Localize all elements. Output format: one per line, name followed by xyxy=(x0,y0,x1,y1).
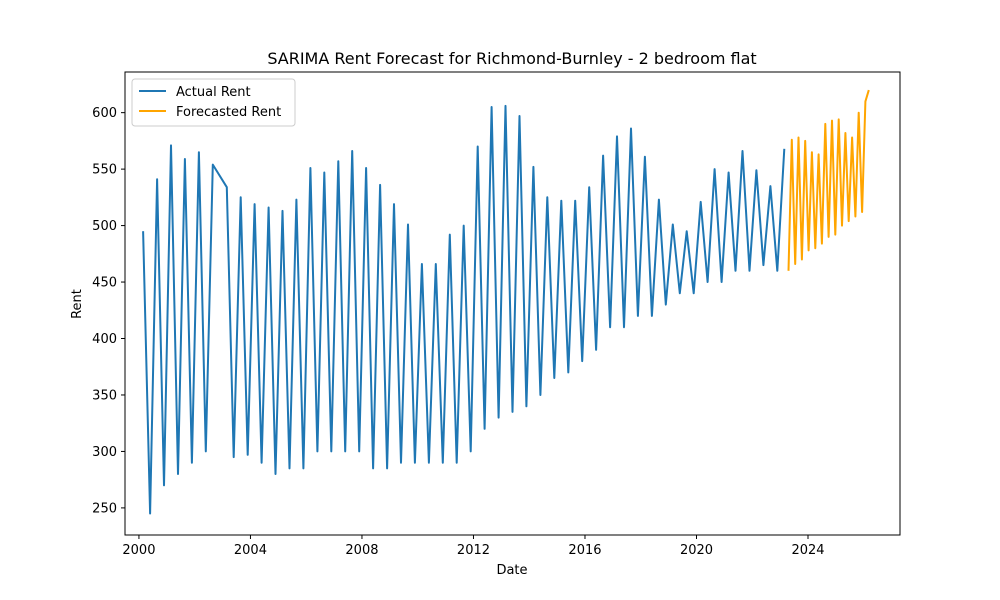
y-tick-label: 500 xyxy=(92,219,117,234)
x-tick-label: 2008 xyxy=(345,543,378,558)
x-axis-ticks: 2000 2004 2008 2012 2016 2020 2024 xyxy=(122,535,825,558)
plot-lines xyxy=(142,89,870,515)
y-tick-label: 550 xyxy=(92,163,117,178)
y-tick-label: 300 xyxy=(92,445,117,460)
x-tick-label: 2004 xyxy=(234,543,267,558)
plot-area-frame xyxy=(124,71,901,536)
legend: Actual Rent Forecasted Rent xyxy=(131,78,296,127)
chart-title: SARIMA Rent Forecast for Richmond-Burnle… xyxy=(267,49,756,68)
x-tick-label: 2020 xyxy=(680,543,713,558)
y-tick-label: 400 xyxy=(92,332,117,347)
y-axis-ticks: 250 300 350 400 450 500 550 600 xyxy=(92,106,125,516)
y-axis-title: Rent xyxy=(70,289,85,319)
x-tick-label: 2012 xyxy=(457,543,490,558)
x-axis-title: Date xyxy=(496,563,527,578)
x-tick-label: 2000 xyxy=(122,543,155,558)
y-tick-label: 250 xyxy=(92,501,117,516)
y-tick-label: 350 xyxy=(92,388,117,403)
legend-box xyxy=(131,78,296,127)
x-tick-label: 2016 xyxy=(568,543,601,558)
legend-label-forecasted-rent: Forecasted Rent xyxy=(176,105,281,120)
y-tick-label: 450 xyxy=(92,276,117,291)
series-line-forecasted-rent xyxy=(787,89,870,271)
x-tick-label: 2024 xyxy=(791,543,824,558)
legend-label-actual-rent: Actual Rent xyxy=(176,85,251,100)
series-line-actual-rent xyxy=(142,104,786,515)
y-tick-label: 600 xyxy=(92,106,117,121)
